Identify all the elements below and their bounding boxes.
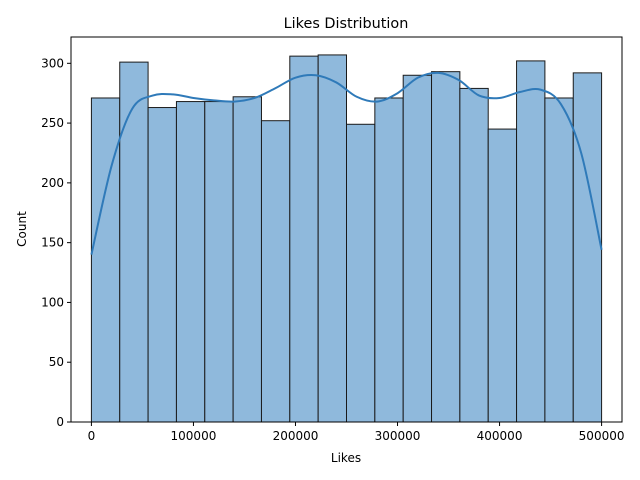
histogram-bar bbox=[175, 101, 206, 423]
histogram-bar bbox=[572, 72, 603, 423]
histogram-bar bbox=[260, 120, 291, 423]
histogram-bar bbox=[431, 71, 461, 423]
x-tick-label: 100000 bbox=[171, 429, 217, 443]
y-tick-label: 200 bbox=[41, 176, 64, 190]
y-tick-label: 250 bbox=[41, 116, 64, 130]
chart-title: Likes Distribution bbox=[284, 16, 409, 32]
x-tick-label: 0 bbox=[88, 429, 96, 443]
y-tick-label: 100 bbox=[41, 295, 64, 309]
y-tick-label: 150 bbox=[41, 236, 64, 250]
histogram-bar bbox=[90, 97, 121, 423]
histogram-bar bbox=[544, 97, 574, 423]
x-tick-label: 400000 bbox=[477, 429, 523, 443]
histogram-bar bbox=[119, 61, 149, 423]
y-tick-label: 300 bbox=[41, 56, 64, 70]
histogram-bar bbox=[232, 96, 262, 423]
x-tick-label: 300000 bbox=[375, 429, 421, 443]
y-tick-label: 50 bbox=[49, 355, 64, 369]
histogram-bar bbox=[459, 87, 489, 423]
x-axis-ticks: 0 100000 200000 300000 400000 500000 bbox=[88, 422, 625, 443]
histogram-bar bbox=[374, 97, 404, 423]
x-tick-label: 200000 bbox=[273, 429, 319, 443]
x-axis-label: Likes bbox=[331, 451, 361, 465]
y-axis-label: Count bbox=[15, 211, 29, 247]
histogram-bars bbox=[90, 54, 603, 423]
histogram-bar bbox=[204, 101, 234, 423]
histogram-bar bbox=[487, 128, 518, 423]
kde-curve bbox=[90, 71, 603, 255]
x-tick-label: 500000 bbox=[579, 429, 625, 443]
histogram-bar bbox=[402, 74, 433, 423]
axes-frame bbox=[70, 36, 623, 423]
histogram-bar bbox=[147, 107, 177, 423]
histogram-bar bbox=[317, 54, 348, 423]
y-axis-ticks: 0 50 100 150 200 250 300 bbox=[41, 56, 71, 429]
histogram-bar bbox=[346, 123, 376, 423]
histogram-bar bbox=[516, 60, 546, 423]
y-tick-label: 0 bbox=[56, 415, 64, 429]
histogram-bar bbox=[289, 55, 319, 423]
